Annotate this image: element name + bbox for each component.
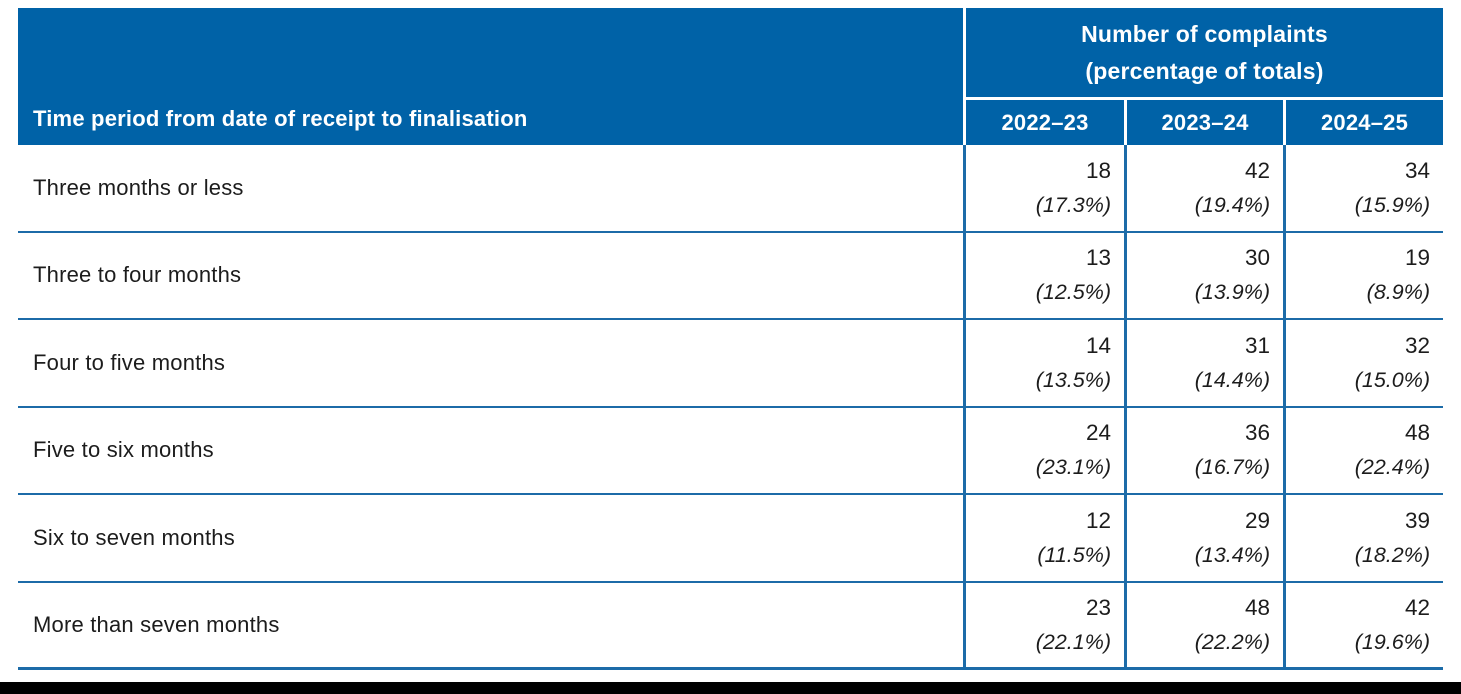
value-cell: 42 (19.4%) bbox=[1124, 145, 1283, 231]
percent-value: (14.4%) bbox=[1194, 367, 1270, 392]
table-row: Three to four months 13 (12.5%) 30 (13.9… bbox=[18, 232, 1443, 320]
percent-value: (13.5%) bbox=[1035, 367, 1111, 392]
column-group-header: Number of complaints (percentage of tota… bbox=[966, 8, 1443, 97]
table-body: Three months or less 18 (17.3%) 42 (19.4… bbox=[18, 145, 1443, 670]
table-row: More than seven months 23 (22.1%) 48 (22… bbox=[18, 582, 1443, 670]
row-label: Six to seven months bbox=[33, 524, 235, 550]
value-cell: 36 (16.7%) bbox=[1124, 407, 1283, 493]
page-bottom-bar bbox=[0, 682, 1461, 694]
row-header-label: Time period from date of receipt to fina… bbox=[18, 8, 963, 145]
value-cell: 48 (22.4%) bbox=[1283, 407, 1443, 493]
value-cell: 29 (13.4%) bbox=[1124, 495, 1283, 581]
complaints-finalisation-table: Time period from date of receipt to fina… bbox=[18, 8, 1443, 670]
count-value: 42 bbox=[1404, 594, 1430, 620]
row-label: More than seven months bbox=[33, 611, 280, 637]
percent-value: (15.0%) bbox=[1354, 367, 1430, 392]
year-header-2022-23: 2022–23 bbox=[966, 100, 1124, 145]
value-cell: 23 (22.1%) bbox=[963, 582, 1124, 667]
value-cell: 12 (11.5%) bbox=[963, 495, 1124, 581]
table-row: Three months or less 18 (17.3%) 42 (19.4… bbox=[18, 145, 1443, 233]
count-value: 39 bbox=[1404, 507, 1430, 533]
year-headers-row: 2022–23 2023–24 2024–25 bbox=[966, 97, 1443, 145]
table-header: Time period from date of receipt to fina… bbox=[18, 8, 1443, 145]
value-cell: 32 (15.0%) bbox=[1283, 320, 1443, 406]
count-value: 31 bbox=[1244, 332, 1270, 358]
group-header-line1: Number of complaints bbox=[1081, 20, 1328, 47]
percent-value: (22.4%) bbox=[1354, 455, 1430, 480]
percent-value: (19.4%) bbox=[1194, 192, 1270, 217]
year-header-2023-24: 2023–24 bbox=[1124, 100, 1283, 145]
value-cell: 39 (18.2%) bbox=[1283, 495, 1443, 581]
percent-value: (13.9%) bbox=[1194, 280, 1270, 305]
percent-value: (15.9%) bbox=[1354, 192, 1430, 217]
row-label: Three months or less bbox=[33, 174, 244, 200]
percent-value: (8.9%) bbox=[1366, 280, 1430, 305]
count-value: 34 bbox=[1404, 157, 1430, 183]
value-cell: 24 (23.1%) bbox=[963, 407, 1124, 493]
value-cell: 48 (22.2%) bbox=[1124, 582, 1283, 667]
count-value: 29 bbox=[1244, 507, 1270, 533]
percent-value: (16.7%) bbox=[1194, 455, 1270, 480]
percent-value: (12.5%) bbox=[1035, 280, 1111, 305]
value-cell: 34 (15.9%) bbox=[1283, 145, 1443, 231]
group-header-line2: (percentage of totals) bbox=[1085, 57, 1324, 84]
count-value: 42 bbox=[1244, 157, 1270, 183]
percent-value: (22.1%) bbox=[1035, 629, 1111, 654]
value-cell: 31 (14.4%) bbox=[1124, 320, 1283, 406]
percent-value: (23.1%) bbox=[1035, 455, 1111, 480]
table-row: Six to seven months 12 (11.5%) 29 (13.4%… bbox=[18, 495, 1443, 583]
row-label: Three to four months bbox=[33, 262, 242, 288]
count-value: 14 bbox=[1085, 332, 1111, 358]
count-value: 36 bbox=[1244, 420, 1270, 446]
percent-value: (18.2%) bbox=[1354, 542, 1430, 567]
value-cell: 30 (13.9%) bbox=[1124, 232, 1283, 318]
count-value: 23 bbox=[1085, 594, 1111, 620]
table-row: Four to five months 14 (13.5%) 31 (14.4%… bbox=[18, 320, 1443, 408]
value-cell: 18 (17.3%) bbox=[963, 145, 1124, 231]
count-value: 13 bbox=[1085, 245, 1111, 271]
count-value: 30 bbox=[1244, 245, 1270, 271]
count-value: 32 bbox=[1404, 332, 1430, 358]
percent-value: (19.6%) bbox=[1354, 629, 1430, 654]
value-cell: 42 (19.6%) bbox=[1283, 582, 1443, 667]
percent-value: (13.4%) bbox=[1194, 542, 1270, 567]
value-cell: 13 (12.5%) bbox=[963, 232, 1124, 318]
value-cell: 14 (13.5%) bbox=[963, 320, 1124, 406]
count-value: 24 bbox=[1085, 420, 1111, 446]
percent-value: (17.3%) bbox=[1035, 192, 1111, 217]
count-value: 12 bbox=[1085, 507, 1111, 533]
value-columns-header: Number of complaints (percentage of tota… bbox=[963, 8, 1443, 145]
percent-value: (22.2%) bbox=[1194, 629, 1270, 654]
year-header-2024-25: 2024–25 bbox=[1283, 100, 1443, 145]
table-row: Five to six months 24 (23.1%) 36 (16.7%)… bbox=[18, 407, 1443, 495]
count-value: 19 bbox=[1404, 245, 1430, 271]
percent-value: (11.5%) bbox=[1037, 542, 1111, 567]
row-label: Four to five months bbox=[33, 349, 226, 375]
count-value: 48 bbox=[1244, 594, 1270, 620]
value-cell: 19 (8.9%) bbox=[1283, 232, 1443, 318]
row-header-text: Time period from date of receipt to fina… bbox=[33, 106, 528, 131]
count-value: 18 bbox=[1085, 157, 1111, 183]
count-value: 48 bbox=[1404, 420, 1430, 446]
row-label: Five to six months bbox=[33, 437, 214, 463]
